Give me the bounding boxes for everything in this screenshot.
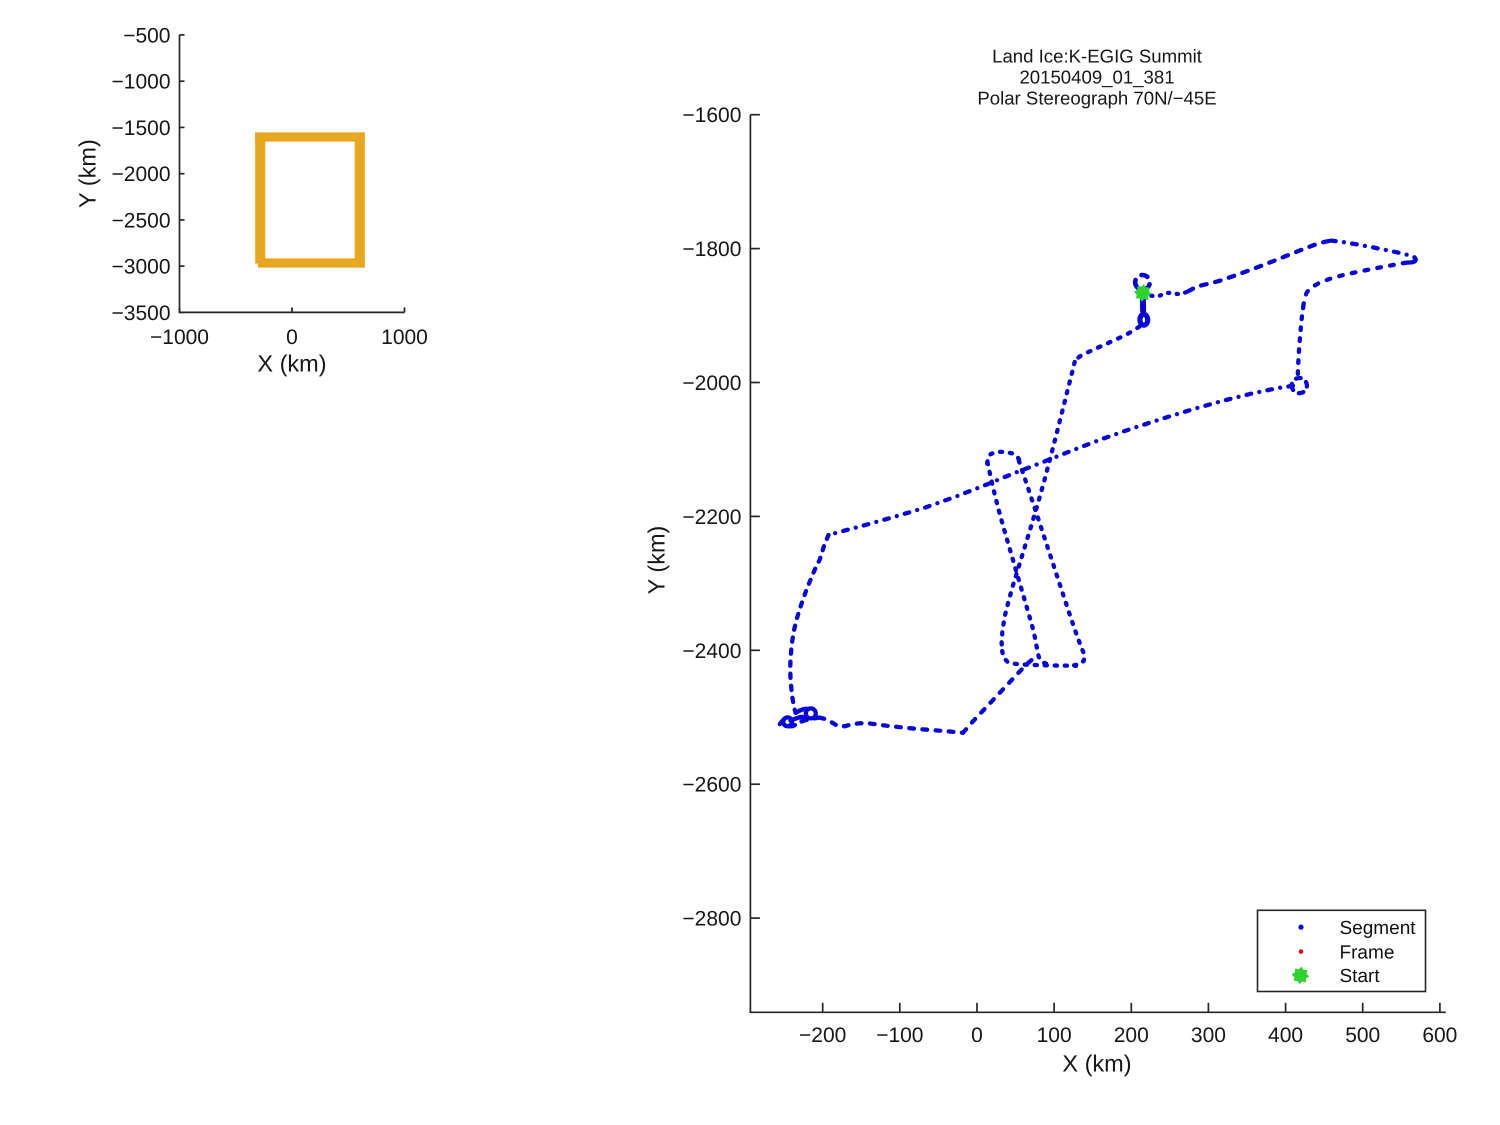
svg-text:20150409_01_381: 20150409_01_381 bbox=[1019, 67, 1174, 88]
svg-text:Start: Start bbox=[1340, 966, 1381, 987]
svg-text:−2600: −2600 bbox=[682, 774, 741, 797]
svg-text:−500: −500 bbox=[123, 24, 170, 47]
svg-text:−2000: −2000 bbox=[682, 372, 741, 395]
svg-text:0: 0 bbox=[971, 1024, 983, 1047]
svg-text:−2400: −2400 bbox=[682, 640, 741, 663]
svg-text:−3500: −3500 bbox=[112, 302, 171, 325]
svg-text:0: 0 bbox=[286, 326, 298, 349]
svg-text:400: 400 bbox=[1268, 1024, 1303, 1047]
svg-text:Y (km): Y (km) bbox=[75, 139, 101, 208]
svg-text:Land Ice:K-EGIG Summit: Land Ice:K-EGIG Summit bbox=[992, 45, 1203, 66]
svg-text:−2200: −2200 bbox=[682, 506, 741, 529]
svg-text:300: 300 bbox=[1191, 1024, 1226, 1047]
svg-text:X (km): X (km) bbox=[1062, 1051, 1131, 1077]
svg-text:Polar Stereograph 70N/−45E: Polar Stereograph 70N/−45E bbox=[977, 88, 1216, 109]
svg-text:−1500: −1500 bbox=[112, 117, 171, 140]
svg-text:−2800: −2800 bbox=[682, 908, 741, 931]
svg-text:−100: −100 bbox=[876, 1024, 923, 1047]
svg-text:100: 100 bbox=[1037, 1024, 1072, 1047]
svg-text:Frame: Frame bbox=[1340, 942, 1395, 963]
svg-text:−3000: −3000 bbox=[112, 256, 171, 279]
svg-text:−1800: −1800 bbox=[682, 238, 741, 261]
svg-text:−1600: −1600 bbox=[682, 104, 741, 127]
svg-text:X (km): X (km) bbox=[257, 351, 326, 377]
svg-text:−2000: −2000 bbox=[112, 163, 171, 186]
svg-text:500: 500 bbox=[1345, 1024, 1380, 1047]
svg-text:600: 600 bbox=[1422, 1024, 1457, 1047]
svg-text:Y (km): Y (km) bbox=[644, 526, 670, 595]
svg-text:1000: 1000 bbox=[381, 326, 428, 349]
svg-text:−1000: −1000 bbox=[150, 326, 209, 349]
svg-text:200: 200 bbox=[1114, 1024, 1149, 1047]
svg-text:−200: −200 bbox=[799, 1024, 846, 1047]
svg-text:−2500: −2500 bbox=[112, 209, 171, 232]
svg-text:−1000: −1000 bbox=[112, 71, 171, 94]
svg-text:Segment: Segment bbox=[1340, 918, 1417, 939]
